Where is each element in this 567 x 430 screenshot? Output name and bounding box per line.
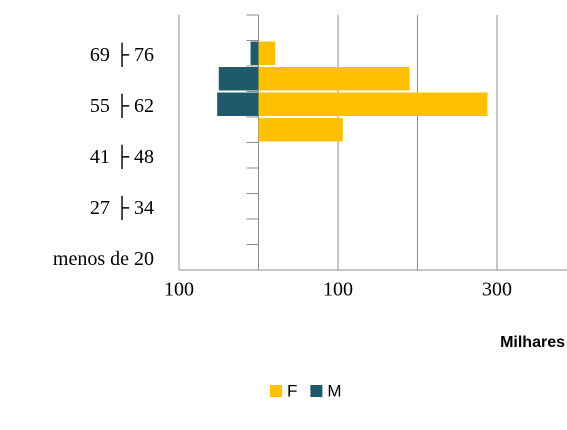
bar <box>258 92 488 116</box>
legend-label: F <box>287 381 297 400</box>
bar <box>217 92 259 116</box>
bar <box>258 67 410 91</box>
legend-swatch <box>310 385 323 397</box>
legend-swatch <box>270 385 282 397</box>
bar <box>250 41 259 65</box>
x-tick-label: 100 <box>164 279 194 301</box>
bar <box>258 41 276 65</box>
bar <box>258 118 343 142</box>
y-tick-label: 69 ├ 76 <box>90 42 154 68</box>
x-tick-label: 300 <box>482 279 512 301</box>
x-tick-label: 100 <box>323 279 353 301</box>
y-tick-label: 41 ├ 48 <box>90 144 154 170</box>
y-tick-label: 27 ├ 34 <box>90 195 154 221</box>
y-tick-label: menos de 20 <box>53 248 154 270</box>
x-axis-label: Milhares <box>500 334 565 351</box>
bar <box>218 67 259 91</box>
y-tick-label: 55 ├ 62 <box>90 93 154 119</box>
legend-label: M <box>327 381 341 400</box>
